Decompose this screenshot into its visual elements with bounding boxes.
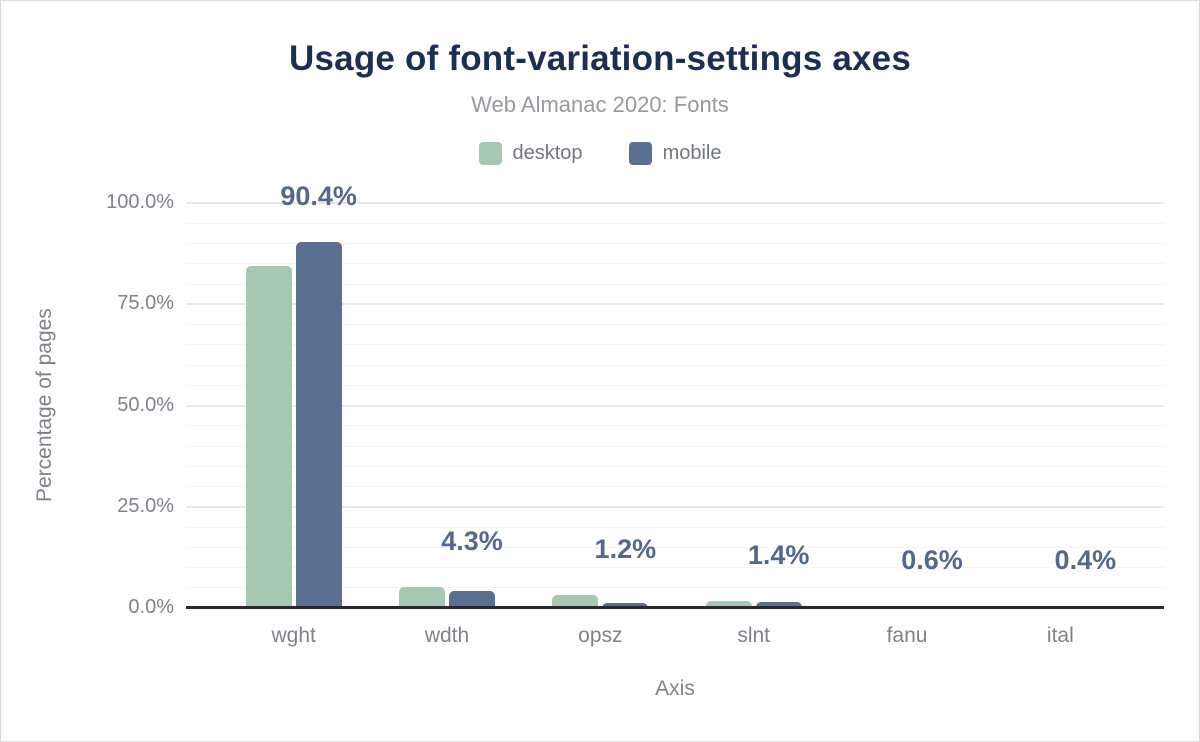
gridline-minor — [186, 445, 1164, 447]
bar-desktop-wdth — [399, 586, 445, 608]
gridline-minor — [186, 243, 1164, 244]
category-label-wght: wght — [271, 624, 316, 647]
gridline-major — [186, 303, 1164, 306]
x-axis-line — [186, 606, 1164, 609]
bar-mobile-opsz — [602, 603, 649, 608]
gridline-minor — [186, 425, 1164, 427]
category-label-slnt: slnt — [737, 624, 770, 647]
bar-desktop-slnt — [705, 600, 752, 608]
gridline-major — [186, 404, 1164, 407]
value-label-fanu: 0.6% — [901, 544, 963, 575]
legend-label: mobile — [662, 142, 722, 164]
category-label-ital: ital — [1046, 624, 1074, 647]
value-label-wdth: 4.3% — [441, 525, 503, 556]
y-tick-label: 0.0% — [128, 596, 174, 618]
gridline-minor — [186, 263, 1164, 265]
legend-item-desktop: desktop — [478, 142, 583, 165]
bar-mobile-wdth — [449, 590, 495, 608]
gridline-minor — [186, 486, 1164, 487]
value-label-ital: 0.4% — [1054, 544, 1117, 575]
gridline-minor — [186, 526, 1164, 528]
chart-title: Usage of font-variation-settings axes — [289, 39, 911, 78]
category-label-fanu: fanu — [886, 624, 928, 647]
gridline-minor — [186, 465, 1164, 467]
category-label-opsz: opsz — [578, 624, 623, 647]
y-tick-label: 25.0% — [117, 494, 174, 517]
x-axis-title: Axis — [655, 677, 695, 700]
bar-mobile-wght — [295, 241, 342, 608]
gridline-minor — [186, 222, 1164, 224]
gridline-minor — [186, 364, 1164, 366]
value-label-slnt: 1.4% — [747, 539, 810, 570]
value-label-opsz: 1.2% — [594, 534, 657, 565]
legend: desktop mobile — [1, 142, 1199, 165]
y-tick-label: 75.0% — [117, 292, 174, 315]
bar-mobile-slnt — [755, 602, 802, 608]
gridline-minor — [186, 283, 1164, 285]
gridline-minor — [186, 324, 1164, 325]
legend-swatch-mobile — [628, 142, 652, 165]
gridline-minor — [186, 384, 1164, 386]
gridline-minor — [186, 344, 1164, 346]
plot-area: 0.0% 25.0% 50.0% 75.0% 100.0% 90.4% wght 4.3% wd… — [106, 181, 1164, 647]
legend-swatch-desktop — [478, 142, 502, 165]
legend-item-mobile: mobile — [628, 142, 722, 165]
gridline-minor — [186, 546, 1164, 548]
gridline-major — [186, 202, 1164, 204]
bar-desktop-wght — [245, 266, 292, 608]
value-label-wght: 90.4% — [280, 180, 357, 211]
y-tick-label: 100.0% — [106, 191, 174, 213]
gridline-major — [186, 505, 1164, 508]
chart-subtitle: Web Almanac 2020: Fonts — [471, 92, 729, 117]
legend-label: desktop — [512, 142, 583, 164]
category-label-wdth: wdth — [424, 624, 470, 647]
y-tick-label: 50.0% — [117, 393, 174, 416]
gridline-minor — [186, 587, 1164, 589]
gridline-minor — [186, 567, 1164, 568]
bar-desktop-opsz — [552, 595, 599, 608]
